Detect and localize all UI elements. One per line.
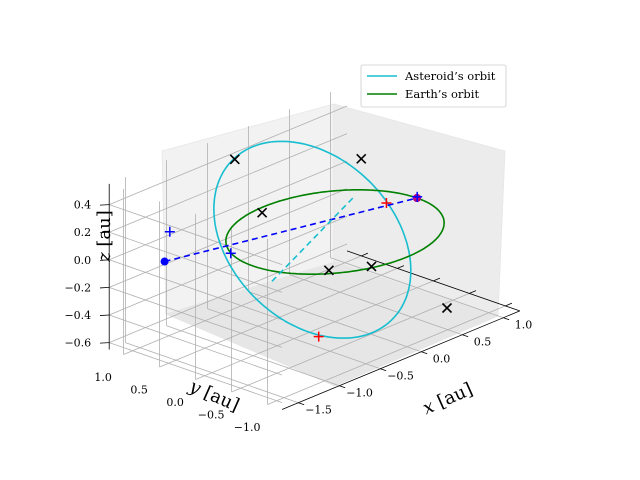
legend-label-earth: Earth’s orbit bbox=[405, 87, 479, 101]
z-tick bbox=[99, 231, 110, 234]
x-tick bbox=[421, 351, 428, 355]
x-tick-label: −0.5 bbox=[387, 370, 414, 383]
plus-marker bbox=[412, 191, 423, 202]
plus-marker bbox=[381, 198, 392, 208]
y-tick-label: 0.5 bbox=[130, 383, 148, 396]
z-tick-label: 0.4 bbox=[74, 199, 92, 212]
z-tick-label: −0.6 bbox=[64, 337, 91, 350]
x-tick-label: −1.0 bbox=[346, 387, 373, 400]
z-tick bbox=[99, 342, 110, 344]
legend: Asteroid’s orbit Earth’s orbit bbox=[360, 64, 507, 108]
y-tick bbox=[505, 302, 513, 307]
grid-line-z bbox=[109, 105, 348, 205]
earth-orbit-line bbox=[225, 189, 445, 275]
grid-line-z bbox=[109, 231, 283, 293]
plus-marker bbox=[164, 226, 175, 237]
plus-marker bbox=[225, 248, 236, 259]
y-tick bbox=[433, 277, 441, 282]
z-tick bbox=[99, 314, 110, 316]
grid-line-z bbox=[109, 314, 283, 376]
z-tick bbox=[99, 259, 110, 261]
x-tick bbox=[298, 402, 305, 406]
y-tick-label: −1.0 bbox=[234, 421, 261, 434]
x-tick-label: 0.5 bbox=[474, 336, 492, 349]
grid-line-y bbox=[231, 293, 470, 393]
x-tick bbox=[339, 385, 346, 389]
z-tick-label: 0.0 bbox=[74, 254, 92, 267]
x-axis-label: x [au] bbox=[420, 379, 476, 419]
y-tick bbox=[469, 290, 477, 294]
grid-line-z bbox=[109, 188, 348, 288]
x-tick-label: −1.5 bbox=[305, 404, 332, 417]
grid-line-z bbox=[109, 204, 283, 265]
y-tick-label: 1.0 bbox=[94, 371, 112, 384]
grid-line-z bbox=[109, 160, 348, 261]
x-axis-line bbox=[281, 310, 520, 410]
x-tick bbox=[380, 368, 387, 372]
grid-line-z bbox=[109, 133, 348, 233]
x-marker bbox=[257, 207, 268, 218]
grid-line-z bbox=[109, 342, 283, 403]
grid-line-y bbox=[267, 305, 506, 405]
z-tick-label: 0.2 bbox=[74, 226, 92, 239]
z-tick bbox=[99, 204, 110, 206]
asteroid-orbit-line bbox=[213, 140, 412, 339]
y-tick-label: 0.0 bbox=[166, 396, 184, 409]
series-layer bbox=[164, 140, 445, 339]
x-marker bbox=[366, 261, 377, 272]
z-tick bbox=[99, 287, 110, 289]
marker-layer bbox=[160, 153, 453, 342]
z-axis-label: z [au] bbox=[94, 210, 115, 263]
x-tick bbox=[503, 317, 510, 321]
grid-line-y bbox=[195, 280, 434, 380]
x-tick-label: 1.0 bbox=[515, 319, 533, 332]
node-point bbox=[160, 257, 169, 266]
y-tick-label: −0.5 bbox=[198, 408, 225, 421]
x-tick-label: 0.0 bbox=[433, 353, 451, 366]
y-tick bbox=[361, 252, 369, 257]
z-tick-label: −0.4 bbox=[64, 309, 91, 322]
grid-line-z bbox=[109, 259, 283, 321]
line-of-nodes bbox=[164, 197, 418, 263]
x-marker bbox=[229, 154, 240, 165]
plus-marker bbox=[313, 331, 324, 342]
grid-line-z bbox=[109, 216, 348, 316]
legend-box bbox=[360, 64, 507, 108]
z-tick-label: −0.2 bbox=[64, 281, 91, 294]
legend-label-asteroid: Asteroid’s orbit bbox=[404, 69, 496, 83]
grid-line-z bbox=[109, 243, 348, 343]
grid-line-z bbox=[109, 287, 283, 348]
x-tick bbox=[462, 334, 469, 338]
y-tick bbox=[397, 265, 405, 269]
axes: −1.5 −1.0 −0.5 0.0 0.5 1.0 1.0 0.5 0.0 −0.5 −1.0 0.… bbox=[64, 183, 533, 434]
x-marker bbox=[356, 153, 367, 164]
x-marker bbox=[441, 302, 453, 314]
grid-line-y bbox=[123, 255, 362, 355]
x-marker bbox=[323, 265, 334, 276]
